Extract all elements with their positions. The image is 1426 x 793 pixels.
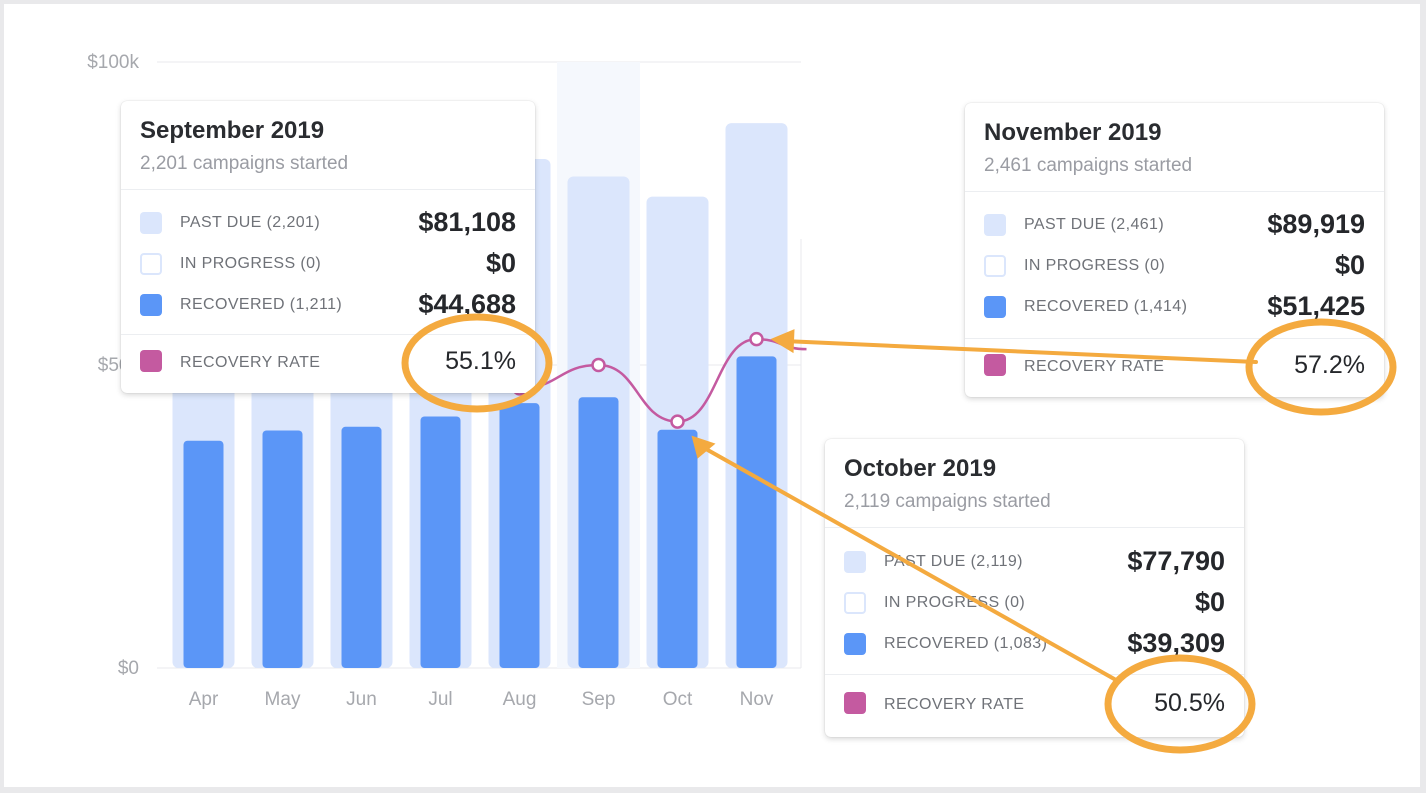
in-progress-swatch (140, 253, 162, 275)
tooltip-october: October 2019 2,119 campaigns started PAS… (825, 439, 1244, 737)
x-tick-label: Jul (428, 689, 452, 710)
row-label: PAST DUE (2,119) (884, 553, 1023, 570)
row-label: RECOVERED (1,211) (180, 296, 343, 313)
tooltip-row-in-progress: IN PROGRESS (0) $0 (825, 587, 1244, 619)
row-value: $89,919 (1267, 209, 1365, 239)
y-tick-label: $0 (118, 658, 139, 679)
x-tick-label: Jun (346, 689, 377, 710)
tooltip-row-recovered: RECOVERED (1,414) $51,425 (965, 291, 1384, 323)
in-progress-swatch (984, 255, 1006, 277)
tooltip-divider (121, 334, 535, 335)
row-value: $0 (485, 248, 516, 278)
tooltip-title: October 2019 (844, 455, 997, 482)
recovery-rate-point (591, 357, 606, 373)
tooltip-subtitle: 2,461 campaigns started (984, 155, 1193, 176)
row-value: $0 (1334, 250, 1365, 280)
bar-recovered (578, 397, 619, 668)
bar-recovered (657, 429, 698, 668)
bar-recovered (736, 356, 777, 668)
x-tick-label: Nov (740, 689, 774, 710)
recovered-swatch (984, 296, 1006, 318)
past-due-swatch (844, 551, 866, 573)
recovery-rate-value: 57.2% (1294, 351, 1365, 379)
tooltip-divider (965, 338, 1384, 339)
y-tick-label: $100k (87, 52, 139, 73)
tooltip-row-past-due: PAST DUE (2,201) $81,108 (121, 207, 535, 239)
recovery-rate-swatch (140, 350, 162, 372)
row-value: $44,688 (418, 289, 516, 319)
row-label: PAST DUE (2,461) (1024, 216, 1165, 233)
tooltip-divider (121, 189, 535, 190)
in-progress-swatch (844, 592, 866, 614)
tooltip-subtitle: 2,201 campaigns started (140, 153, 349, 174)
row-value: $51,425 (1267, 291, 1365, 321)
tooltip-row-past-due: PAST DUE (2,461) $89,919 (965, 209, 1384, 241)
row-label: IN PROGRESS (0) (1024, 257, 1166, 274)
x-tick-label: Aug (503, 689, 537, 710)
tooltip-row-recovery-rate: RECOVERY RATE 55.1% (121, 334, 535, 393)
row-label: IN PROGRESS (0) (884, 594, 1026, 611)
tooltip-divider (825, 527, 1244, 528)
row-label: PAST DUE (2,201) (180, 214, 321, 231)
row-label: IN PROGRESS (0) (180, 255, 322, 272)
chart-panel: $0 $50k $100k Apr May Jun Jul Aug Sep Oct Nov Sept… (4, 4, 1420, 787)
tooltip-subtitle: 2,119 campaigns started (844, 491, 1051, 512)
recovered-swatch (844, 633, 866, 655)
tooltip-row-recovery-rate: RECOVERY RATE 57.2% (965, 338, 1384, 397)
bar-recovered (420, 416, 461, 668)
row-value: $39,309 (1127, 628, 1225, 658)
recovery-rate-value: 55.1% (445, 347, 516, 375)
bar-recovered (183, 440, 224, 668)
recovered-swatch (140, 294, 162, 316)
row-label: RECOVERED (1,414) (1024, 298, 1188, 315)
tooltip-row-recovery-rate: RECOVERY RATE 50.5% (825, 674, 1244, 737)
tooltip-title: November 2019 (984, 119, 1162, 146)
recovery-rate-swatch (984, 354, 1006, 376)
row-label: RECOVERY RATE (884, 696, 1025, 713)
row-label: RECOVERED (1,083) (884, 635, 1048, 652)
row-value: $77,790 (1127, 546, 1225, 576)
bar-recovered (262, 430, 303, 668)
tooltip-title: September 2019 (140, 117, 325, 144)
tooltip-row-in-progress: IN PROGRESS (0) $0 (965, 250, 1384, 282)
tooltip-divider (965, 191, 1384, 192)
recovery-rate-point (670, 414, 685, 429)
past-due-swatch (984, 214, 1006, 236)
tooltip-row-recovered: RECOVERED (1,083) $39,309 (825, 628, 1244, 660)
bar-recovered (341, 426, 382, 668)
past-due-swatch (140, 212, 162, 234)
x-tick-label: Sep (582, 689, 616, 710)
tooltip-row-recovered: RECOVERED (1,211) $44,688 (121, 289, 535, 321)
row-label: RECOVERY RATE (180, 354, 321, 371)
tooltip-september: September 2019 2,201 campaigns started P… (121, 101, 535, 393)
tooltip-row-in-progress: IN PROGRESS (0) $0 (121, 248, 535, 280)
row-label: RECOVERY RATE (1024, 358, 1165, 375)
row-value: $81,108 (418, 207, 516, 237)
x-tick-label: May (265, 689, 301, 710)
bar-recovered (499, 403, 540, 668)
tooltip-row-past-due: PAST DUE (2,119) $77,790 (825, 546, 1244, 578)
recovery-rate-value: 50.5% (1154, 689, 1225, 717)
tooltip-november: November 2019 2,461 campaigns started PA… (965, 103, 1384, 397)
x-tick-label: Apr (189, 689, 219, 710)
row-value: $0 (1194, 587, 1225, 617)
recovery-rate-point (749, 331, 764, 347)
recovery-rate-swatch (844, 692, 866, 714)
x-tick-label: Oct (663, 689, 693, 710)
